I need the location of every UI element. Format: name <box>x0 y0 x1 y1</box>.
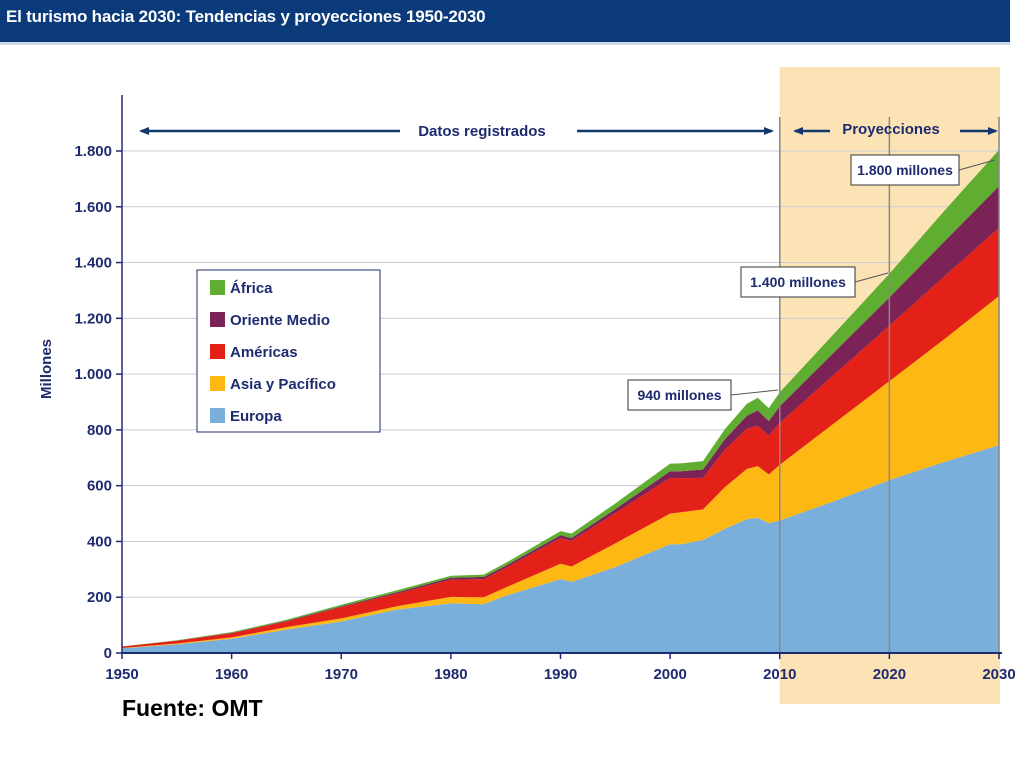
x-tick-label-2020: 2020 <box>873 666 906 683</box>
source-note: Fuente: OMT <box>122 695 263 721</box>
y-tick-label-400: 400 <box>87 533 112 550</box>
legend-label-americas: Américas <box>230 344 298 361</box>
legend-swatch-europa <box>210 408 225 423</box>
marker-lines-layer <box>779 117 1000 653</box>
legend-swatch-africa <box>210 280 225 295</box>
legend-swatch-oriente-medio <box>210 312 225 327</box>
y-tick-label-1000: 1.000 <box>74 366 112 383</box>
y-tick-label-800: 800 <box>87 422 112 439</box>
legend-label-asia-y-pacifico: Asia y Pacífico <box>230 376 336 393</box>
labels-layer: Datos registrados Proyecciones 940 millone… <box>139 121 998 411</box>
legend-label-europa: Europa <box>230 408 282 425</box>
y-tick-label-1200: 1.200 <box>74 310 112 327</box>
label-projections: Proyecciones <box>842 121 940 138</box>
x-tick-label-1970: 1970 <box>325 666 358 683</box>
axes-layer: 0 200 400 600 800 1.000 1.200 1.400 1.600 1.800 19… <box>38 95 1016 683</box>
legend-swatch-americas <box>210 344 225 359</box>
legend-label-oriente-medio: Oriente Medio <box>230 312 330 329</box>
page-title: El turismo hacia 2030: Tendencias y proy… <box>6 7 486 26</box>
y-tick-label-1600: 1.600 <box>74 199 112 216</box>
x-tick-label-2000: 2000 <box>653 666 686 683</box>
legend-label-africa: África <box>230 280 273 297</box>
y-tick-label-200: 200 <box>87 589 112 606</box>
x-tick-label-1950: 1950 <box>105 666 138 683</box>
area-series-asia-y-pacifico <box>122 296 999 649</box>
x-tick-label-2010: 2010 <box>763 666 796 683</box>
x-tick-label-1990: 1990 <box>544 666 577 683</box>
y-axis-title: Millones <box>38 339 55 399</box>
y-tick-label-0: 0 <box>104 645 112 662</box>
callout-box-940-millones <box>627 379 732 411</box>
callout-leader-1-400-millones <box>854 272 889 283</box>
callout-label-940-millones: 940 millones <box>637 387 721 403</box>
x-tick-label-2030: 2030 <box>982 666 1015 683</box>
callout-label-1-400-millones: 1.400 millones <box>750 274 846 290</box>
legend-swatch-asia-y-pacifico <box>210 376 225 391</box>
header-bar: El turismo hacia 2030: Tendencias y proy… <box>0 0 1010 42</box>
x-tick-label-1980: 1980 <box>434 666 467 683</box>
callout-leader-1-800-millones <box>958 159 996 171</box>
legend: África Oriente Medio Américas Asia y Pacífi… <box>196 269 381 433</box>
x-tick-label-1960: 1960 <box>215 666 248 683</box>
y-tick-label-1800: 1.800 <box>74 143 112 160</box>
label-recorded-data: Datos registrados <box>418 123 546 140</box>
callout-leader-940-millones <box>730 389 779 396</box>
callout-label-1-800-millones: 1.800 millones <box>857 162 953 178</box>
y-tick-label-600: 600 <box>87 478 112 495</box>
y-tick-label-1400: 1.400 <box>74 255 112 272</box>
callout-box-1-400-millones <box>740 266 856 298</box>
header-divider <box>0 42 1010 45</box>
legend-box <box>196 269 381 433</box>
callout-box-1-800-millones <box>850 154 960 186</box>
